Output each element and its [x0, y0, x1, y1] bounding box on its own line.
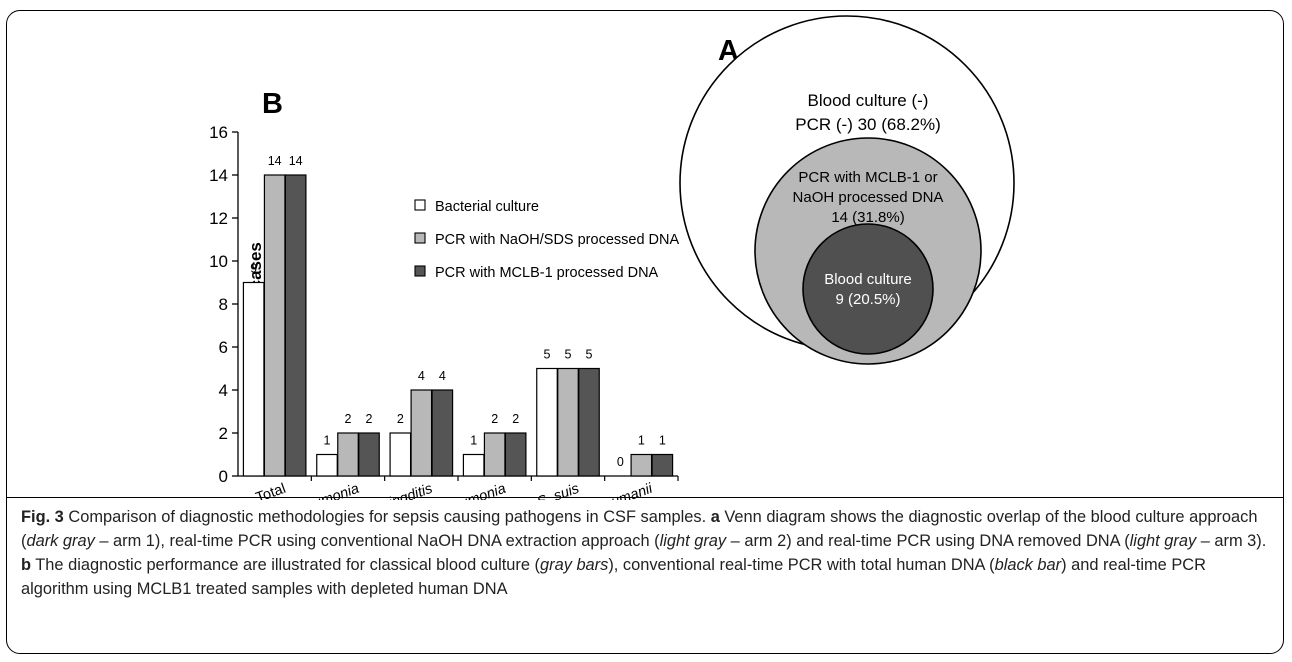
- bar-data-label: 1: [470, 434, 477, 448]
- caption-part-b-label: b: [21, 556, 32, 574]
- bar-data-label: 4: [439, 369, 446, 383]
- bar: [462, 453, 485, 477]
- bar: [242, 281, 265, 477]
- bar-data-label: 5: [544, 348, 551, 362]
- venn-outer-label-line2: PCR (-) 30 (68.2%): [795, 115, 940, 134]
- bar: [536, 367, 558, 477]
- venn-middle-label-line3: 14 (31.8%): [831, 209, 904, 226]
- figure-graphics: BDetected cases024681012141691414Total12…: [209, 15, 1015, 500]
- bar: [389, 432, 412, 477]
- bar-data-label: 5: [586, 348, 593, 362]
- bar-data-label: 1: [659, 434, 666, 448]
- bar: [630, 453, 653, 477]
- y-tick-label: 6: [219, 338, 228, 357]
- venn-inner-circle: [802, 223, 934, 355]
- legend-swatch: [414, 265, 426, 277]
- bar-data-label: 2: [366, 412, 373, 426]
- y-tick-label: 2: [219, 424, 228, 443]
- legend-swatch: [414, 199, 426, 211]
- bar-chart: BDetected cases024681012141691414Total12…: [209, 88, 679, 500]
- bar: [316, 453, 338, 477]
- caption-part-a-text: – arm 3).: [1196, 532, 1267, 550]
- bar: [263, 174, 286, 477]
- venn-middle-label-line2: NaOH processed DNA: [793, 189, 944, 206]
- caption-part-b-italic: gray bars: [540, 556, 609, 574]
- bar-data-label: 1: [324, 434, 331, 448]
- caption-part-a-text: – arm 1), real-time PCR using convention…: [94, 532, 660, 550]
- caption-part-a-text: – arm 2) and real-time PCR using DNA rem…: [726, 532, 1130, 550]
- bar-data-label: 9: [250, 262, 257, 276]
- y-tick-label: 8: [219, 295, 228, 314]
- bar: [358, 432, 380, 477]
- caption-title: Comparison of diagnostic methodologies f…: [68, 508, 707, 526]
- bar: [651, 453, 674, 477]
- bar: [578, 367, 600, 477]
- caption-fig-label: Fig. 3: [21, 508, 64, 526]
- venn-inner-label-line1: Blood culture: [824, 271, 912, 288]
- legend-label: Bacterial culture: [435, 199, 539, 215]
- bar-panel-label: B: [262, 88, 283, 120]
- caption-part-b-text: The diagnostic performance are illustrat…: [35, 556, 540, 574]
- legend-swatch: [414, 232, 426, 244]
- bar-data-label: 2: [491, 412, 498, 426]
- legend-label: PCR with MCLB-1 processed DNA: [435, 265, 659, 281]
- figure-frame: [6, 10, 1284, 654]
- bar: [410, 389, 433, 477]
- bar-data-label: 2: [512, 412, 519, 426]
- venn-panel-label: A: [718, 35, 739, 67]
- y-tick-label: 0: [219, 467, 228, 486]
- caption-part-b-text: ) and real-time PCR algorithm using MCLB…: [21, 556, 1206, 598]
- caption-part-a-label: a: [710, 508, 720, 526]
- bar-data-label: 2: [397, 412, 404, 426]
- bar: [337, 432, 359, 477]
- legend-label: PCR with NaOH/SDS processed DNA: [435, 232, 679, 248]
- venn-diagram: A Blood culture (-) PCR (-) 30 (68.2%) P…: [679, 15, 1015, 365]
- caption-part-a-text: Venn diagram shows the diagnostic overla…: [21, 508, 1258, 550]
- y-tick-label: 14: [209, 166, 228, 185]
- y-tick-label: 4: [219, 381, 228, 400]
- y-tick-label: 16: [209, 123, 228, 142]
- caption-part-a-italic: dark gray: [26, 532, 95, 550]
- caption-part-a-italic: light gray: [659, 532, 727, 550]
- venn-outer-label-line1: Blood culture (-): [808, 91, 929, 110]
- bar-data-label: 2: [345, 412, 352, 426]
- figure-caption: Fig. 3 Comparison of diagnostic methodol…: [21, 505, 1276, 601]
- bar: [483, 432, 506, 477]
- caption-part-a-italic: light gray: [1129, 532, 1197, 550]
- venn-inner-label-line2: 9 (20.5%): [835, 291, 900, 308]
- bar-data-label: 4: [418, 369, 425, 383]
- bar: [431, 389, 454, 477]
- y-tick-label: 10: [209, 252, 228, 271]
- caption-part-b-text: ), conventional real-time PCR with total…: [608, 556, 995, 574]
- bar: [557, 367, 579, 477]
- caption-divider: [7, 497, 1284, 498]
- bar: [284, 174, 307, 477]
- bar-data-label: 5: [565, 348, 572, 362]
- bar-data-label: 1: [638, 434, 645, 448]
- caption-part-b-italic: black bar: [994, 556, 1062, 574]
- venn-middle-label-line1: PCR with MCLB-1 or: [798, 169, 937, 186]
- y-tick-label: 12: [209, 209, 228, 228]
- bar: [504, 432, 527, 477]
- bar-data-label: 0: [617, 455, 624, 469]
- bar-data-label: 14: [289, 154, 303, 168]
- bar-data-label: 14: [268, 154, 282, 168]
